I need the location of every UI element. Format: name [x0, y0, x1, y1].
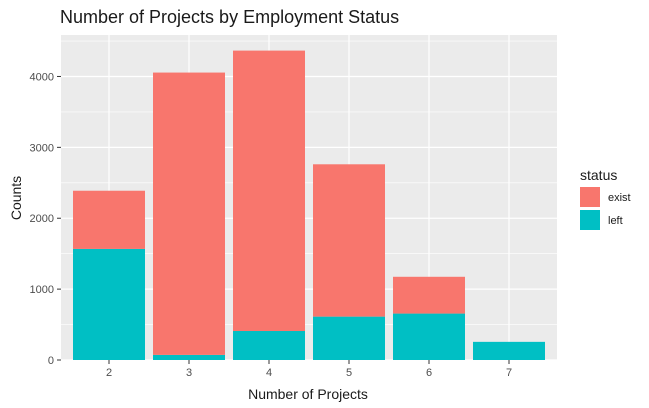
legend-label-exist: exist [608, 192, 631, 204]
bars [73, 50, 545, 360]
legend-title: status [580, 167, 617, 183]
y-tick-label: 4000 [30, 71, 54, 83]
x-tick-label: 6 [426, 367, 432, 379]
legend-key-left [580, 210, 600, 230]
bar-exist-4 [233, 50, 305, 332]
y-tick-label: 0 [48, 355, 54, 367]
bar-exist-5 [313, 164, 385, 317]
y-axis-title: Counts [8, 176, 24, 220]
y-tick-label: 1000 [30, 284, 54, 296]
y-tick-label: 2000 [30, 213, 54, 225]
x-tick-label: 4 [266, 367, 272, 379]
x-axis-ticks: 2 3 4 5 6 7 [106, 360, 512, 379]
bar-left-5 [313, 316, 385, 360]
bar-exist-3 [153, 72, 225, 355]
x-axis-title: Number of Projects [248, 386, 368, 402]
bar-left-6 [393, 313, 465, 360]
x-tick-label: 2 [106, 367, 112, 379]
legend: status exist left [580, 167, 631, 230]
chart-title: Number of Projects by Employment Status [60, 7, 399, 27]
bar-left-7 [473, 341, 545, 360]
y-axis-ticks: 0 1000 2000 3000 4000 [30, 71, 61, 367]
legend-key-exist [580, 187, 600, 207]
bar-left-4 [233, 331, 305, 360]
x-tick-label: 7 [506, 367, 512, 379]
bar-left-3 [153, 354, 225, 360]
legend-label-left: left [608, 215, 623, 227]
y-tick-label: 3000 [30, 142, 54, 154]
x-tick-label: 5 [346, 367, 352, 379]
x-tick-label: 3 [186, 367, 192, 379]
bar-exist-6 [393, 276, 465, 314]
bar-left-2 [73, 248, 145, 360]
bar-exist-2 [73, 190, 145, 249]
